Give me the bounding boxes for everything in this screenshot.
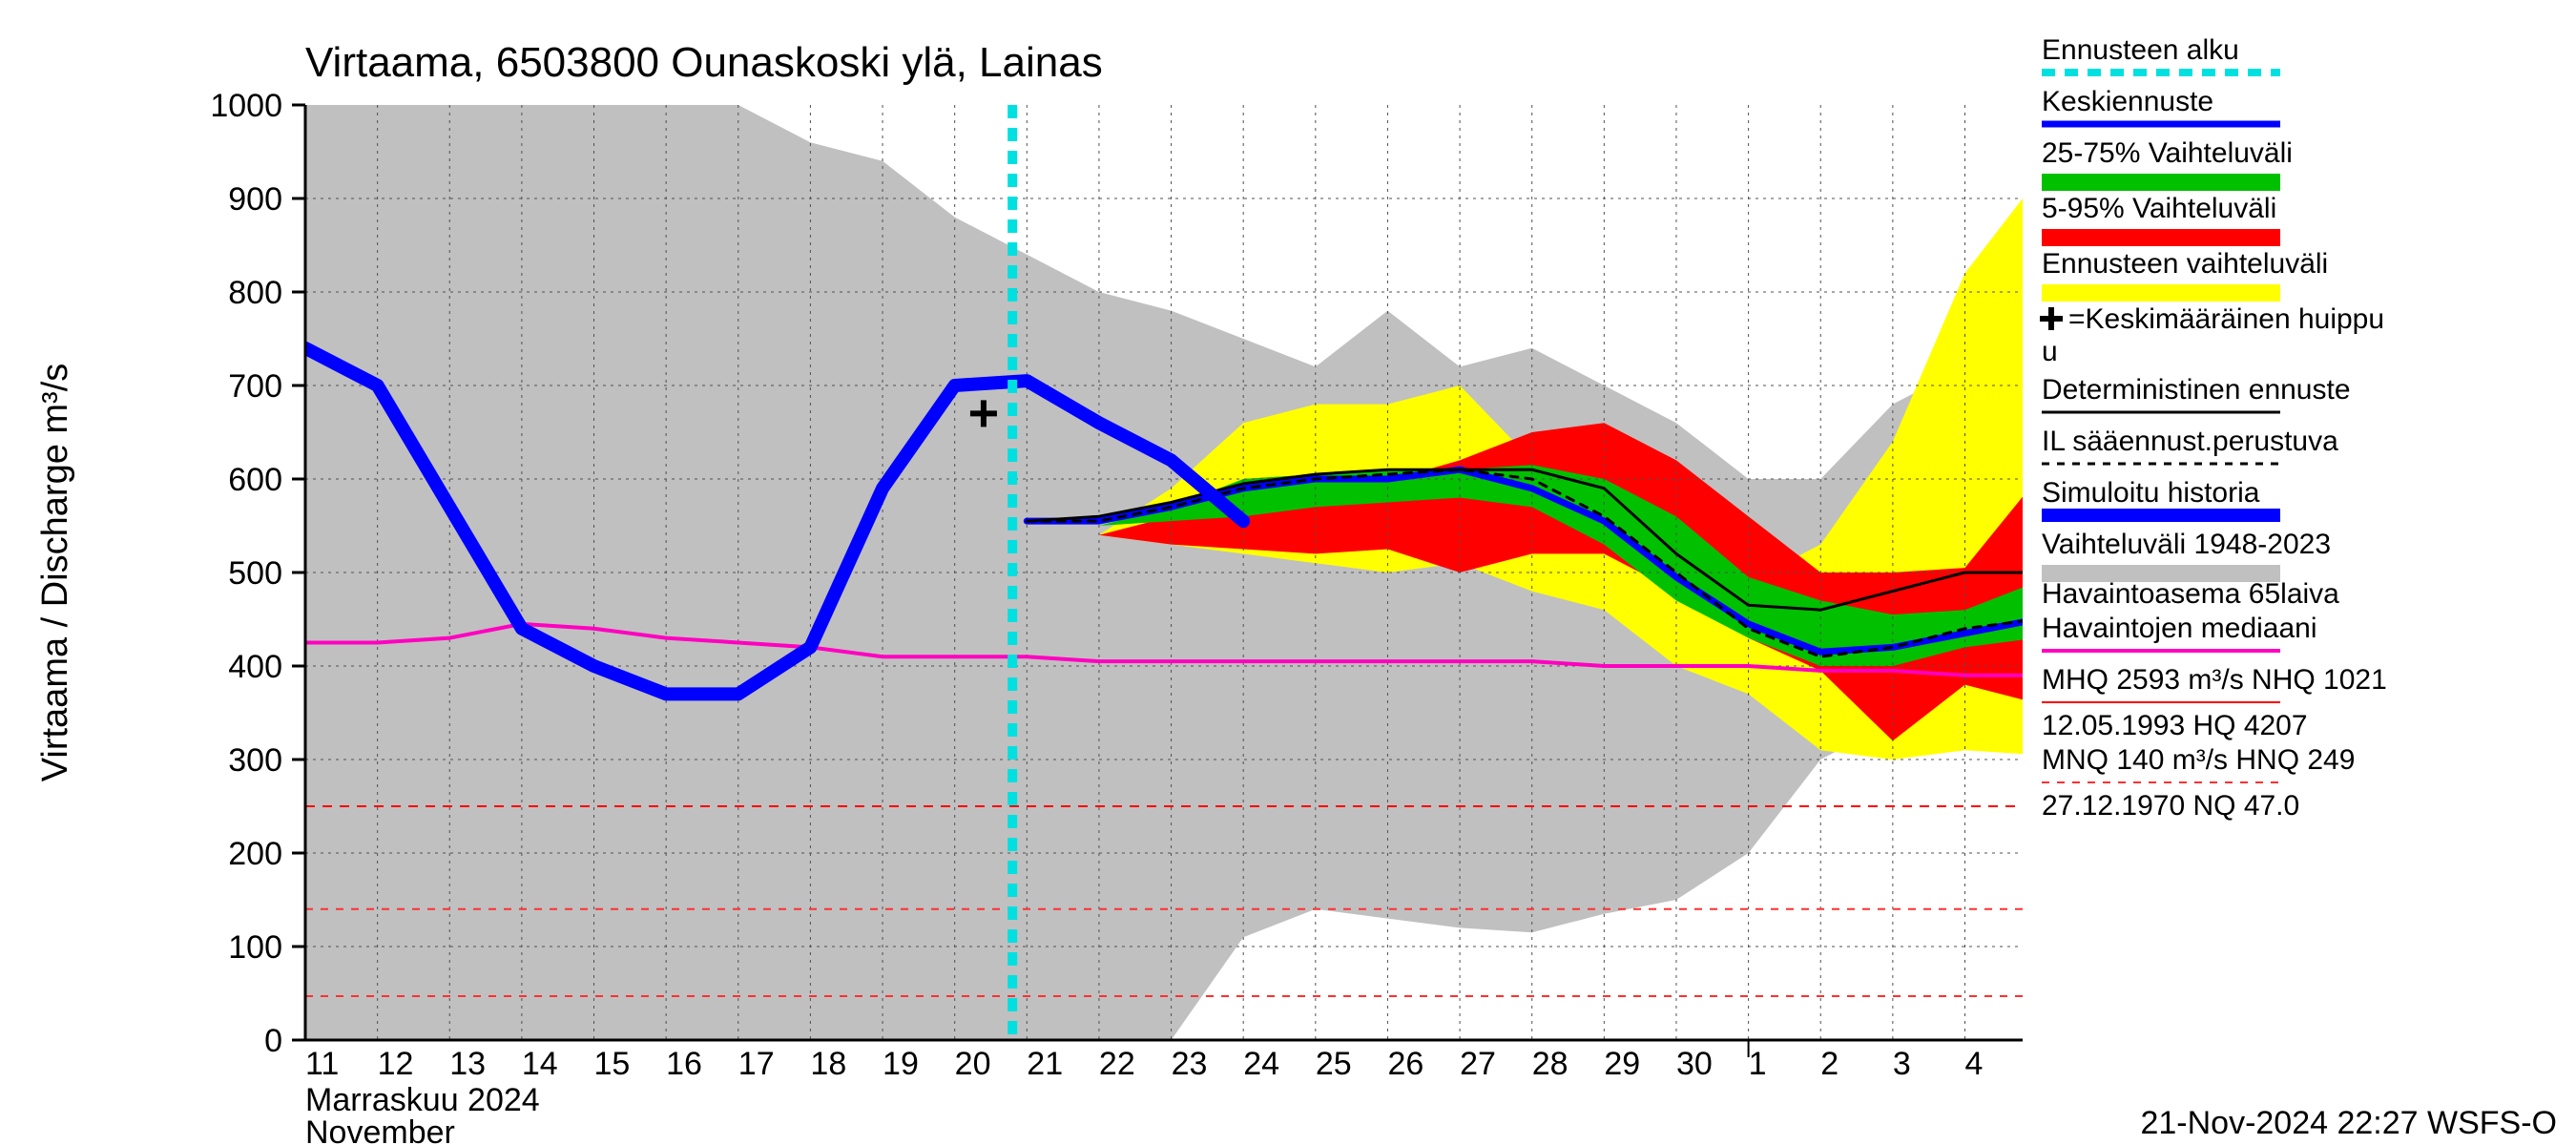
chart-svg: 0 100 200 300 400 500 600 700 800 900 1000 Virtaama… [0,0,2576,1145]
svg-text:12.05.1993 HQ 4207: 12.05.1993 HQ 4207 [2042,710,2308,741]
svg-text:27.12.1970 NQ 47.0: 27.12.1970 NQ 47.0 [2042,790,2299,822]
svg-text:18: 18 [810,1046,846,1082]
svg-text:900: 900 [228,181,282,218]
svg-text:12: 12 [378,1046,414,1082]
svg-text:Havaintojen mediaani: Havaintojen mediaani [2042,613,2317,644]
svg-text:0: 0 [264,1023,282,1059]
svg-text:IL sääennust.perustuva: IL sääennust.perustuva [2042,426,2338,457]
svg-text:November: November [305,1114,455,1145]
svg-text:MNQ 140 m³/s HNQ 249: MNQ 140 m³/s HNQ 249 [2042,744,2355,776]
chart-container: 0 100 200 300 400 500 600 700 800 900 1000 Virtaama… [0,0,2576,1145]
svg-text:u: u [2042,336,2058,367]
svg-text:25-75% Vaihteluväli: 25-75% Vaihteluväli [2042,137,2293,169]
svg-text:11: 11 [305,1046,339,1082]
svg-text:200: 200 [228,836,282,872]
svg-text:19: 19 [883,1046,919,1082]
svg-text:4: 4 [1964,1046,1983,1082]
svg-text:Havaintoasema 65laiva: Havaintoasema 65laiva [2042,578,2339,610]
svg-text:1: 1 [1749,1046,1767,1082]
svg-text:13: 13 [449,1046,486,1082]
svg-text:21-Nov-2024 22:27 WSFS-O: 21-Nov-2024 22:27 WSFS-O [2140,1105,2557,1141]
svg-text:Virtaama, 6503800 Ounaskoski y: Virtaama, 6503800 Ounaskoski ylä, Lainas [305,39,1103,86]
svg-text:25: 25 [1316,1046,1352,1082]
svg-text:16: 16 [666,1046,702,1082]
svg-text:26: 26 [1387,1046,1423,1082]
svg-text:500: 500 [228,555,282,592]
svg-text:MHQ 2593 m³/s NHQ 1021: MHQ 2593 m³/s NHQ 1021 [2042,664,2387,696]
svg-text:800: 800 [228,275,282,311]
svg-text:700: 700 [228,368,282,405]
svg-text:24: 24 [1243,1046,1279,1082]
svg-text:14: 14 [522,1046,558,1082]
svg-text:28: 28 [1532,1046,1568,1082]
svg-text:20: 20 [955,1046,991,1082]
svg-text:Simuloitu historia: Simuloitu historia [2042,477,2260,509]
svg-text:1000: 1000 [210,88,282,124]
svg-text:5-95% Vaihteluväli: 5-95% Vaihteluväli [2042,193,2276,224]
svg-text:22: 22 [1099,1046,1135,1082]
svg-text:Vaihteluväli 1948-2023: Vaihteluväli 1948-2023 [2042,529,2331,560]
svg-text:27: 27 [1460,1046,1496,1082]
svg-text:Deterministinen ennuste: Deterministinen ennuste [2042,374,2351,406]
svg-text:2: 2 [1820,1046,1839,1082]
svg-text:Ennusteen vaihteluväli: Ennusteen vaihteluväli [2042,248,2328,280]
svg-text:30: 30 [1676,1046,1713,1082]
svg-text:100: 100 [228,929,282,966]
svg-text:29: 29 [1604,1046,1640,1082]
svg-text:300: 300 [228,742,282,779]
svg-text:17: 17 [738,1046,775,1082]
svg-text:15: 15 [594,1046,631,1082]
svg-text:Marraskuu 2024: Marraskuu 2024 [305,1082,540,1118]
svg-text:400: 400 [228,649,282,685]
svg-text:3: 3 [1893,1046,1911,1082]
svg-text:21: 21 [1027,1046,1063,1082]
svg-text:Keskiennuste: Keskiennuste [2042,86,2213,117]
svg-text:=Keskimääräinen huippu: =Keskimääräinen huippu [2068,303,2384,335]
svg-text:23: 23 [1172,1046,1208,1082]
svg-text:Virtaama / Discharge m³/s: Virtaama / Discharge m³/s [35,364,75,782]
svg-text:Ennusteen alku: Ennusteen alku [2042,34,2239,66]
svg-text:600: 600 [228,462,282,498]
